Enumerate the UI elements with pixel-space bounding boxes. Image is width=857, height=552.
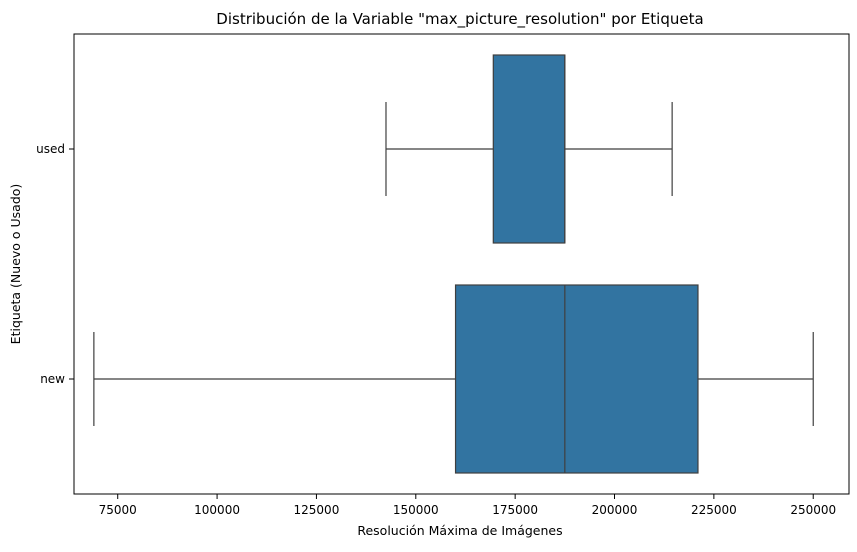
box-new [454,284,699,474]
x-axis-ticks: 75000 100000 125000 150000 175000 200000 22500… [99,494,836,517]
x-tick-label: 250000 [790,503,836,517]
x-tick-label: 75000 [99,503,137,517]
x-tick-label: 125000 [294,503,340,517]
y-tick-label: used [36,142,65,156]
y-axis-ticks: used new [36,142,74,386]
x-tick-label: 150000 [393,503,439,517]
x-tick-label: 100000 [194,503,240,517]
plot-frame [73,33,850,495]
chart-title: Distribución de la Variable "max_picture… [216,10,703,29]
box-layer [93,54,814,474]
y-tick-label: new [40,372,65,386]
y-axis-label: Etiqueta (Nuevo o Usado) [8,184,23,345]
x-tick-label: 225000 [691,503,737,517]
x-axis-label: Resolución Máxima de Imágenes [357,523,562,538]
x-tick-label: 200000 [592,503,638,517]
box-used [492,54,566,244]
x-tick-label: 175000 [492,503,538,517]
